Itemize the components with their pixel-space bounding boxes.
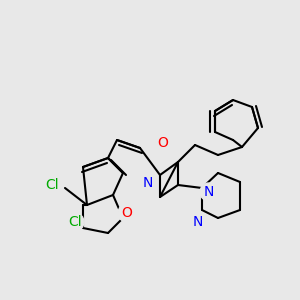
Text: O: O <box>158 136 168 150</box>
Text: N: N <box>193 215 203 229</box>
Circle shape <box>43 176 61 194</box>
Circle shape <box>200 183 218 201</box>
Circle shape <box>154 134 172 152</box>
Text: N: N <box>204 185 214 199</box>
Circle shape <box>66 213 84 231</box>
Text: Cl: Cl <box>45 178 59 192</box>
Circle shape <box>139 174 157 192</box>
Text: Cl: Cl <box>68 215 82 229</box>
Text: O: O <box>122 206 132 220</box>
Text: N: N <box>143 176 153 190</box>
Circle shape <box>189 213 207 231</box>
Circle shape <box>118 204 136 222</box>
